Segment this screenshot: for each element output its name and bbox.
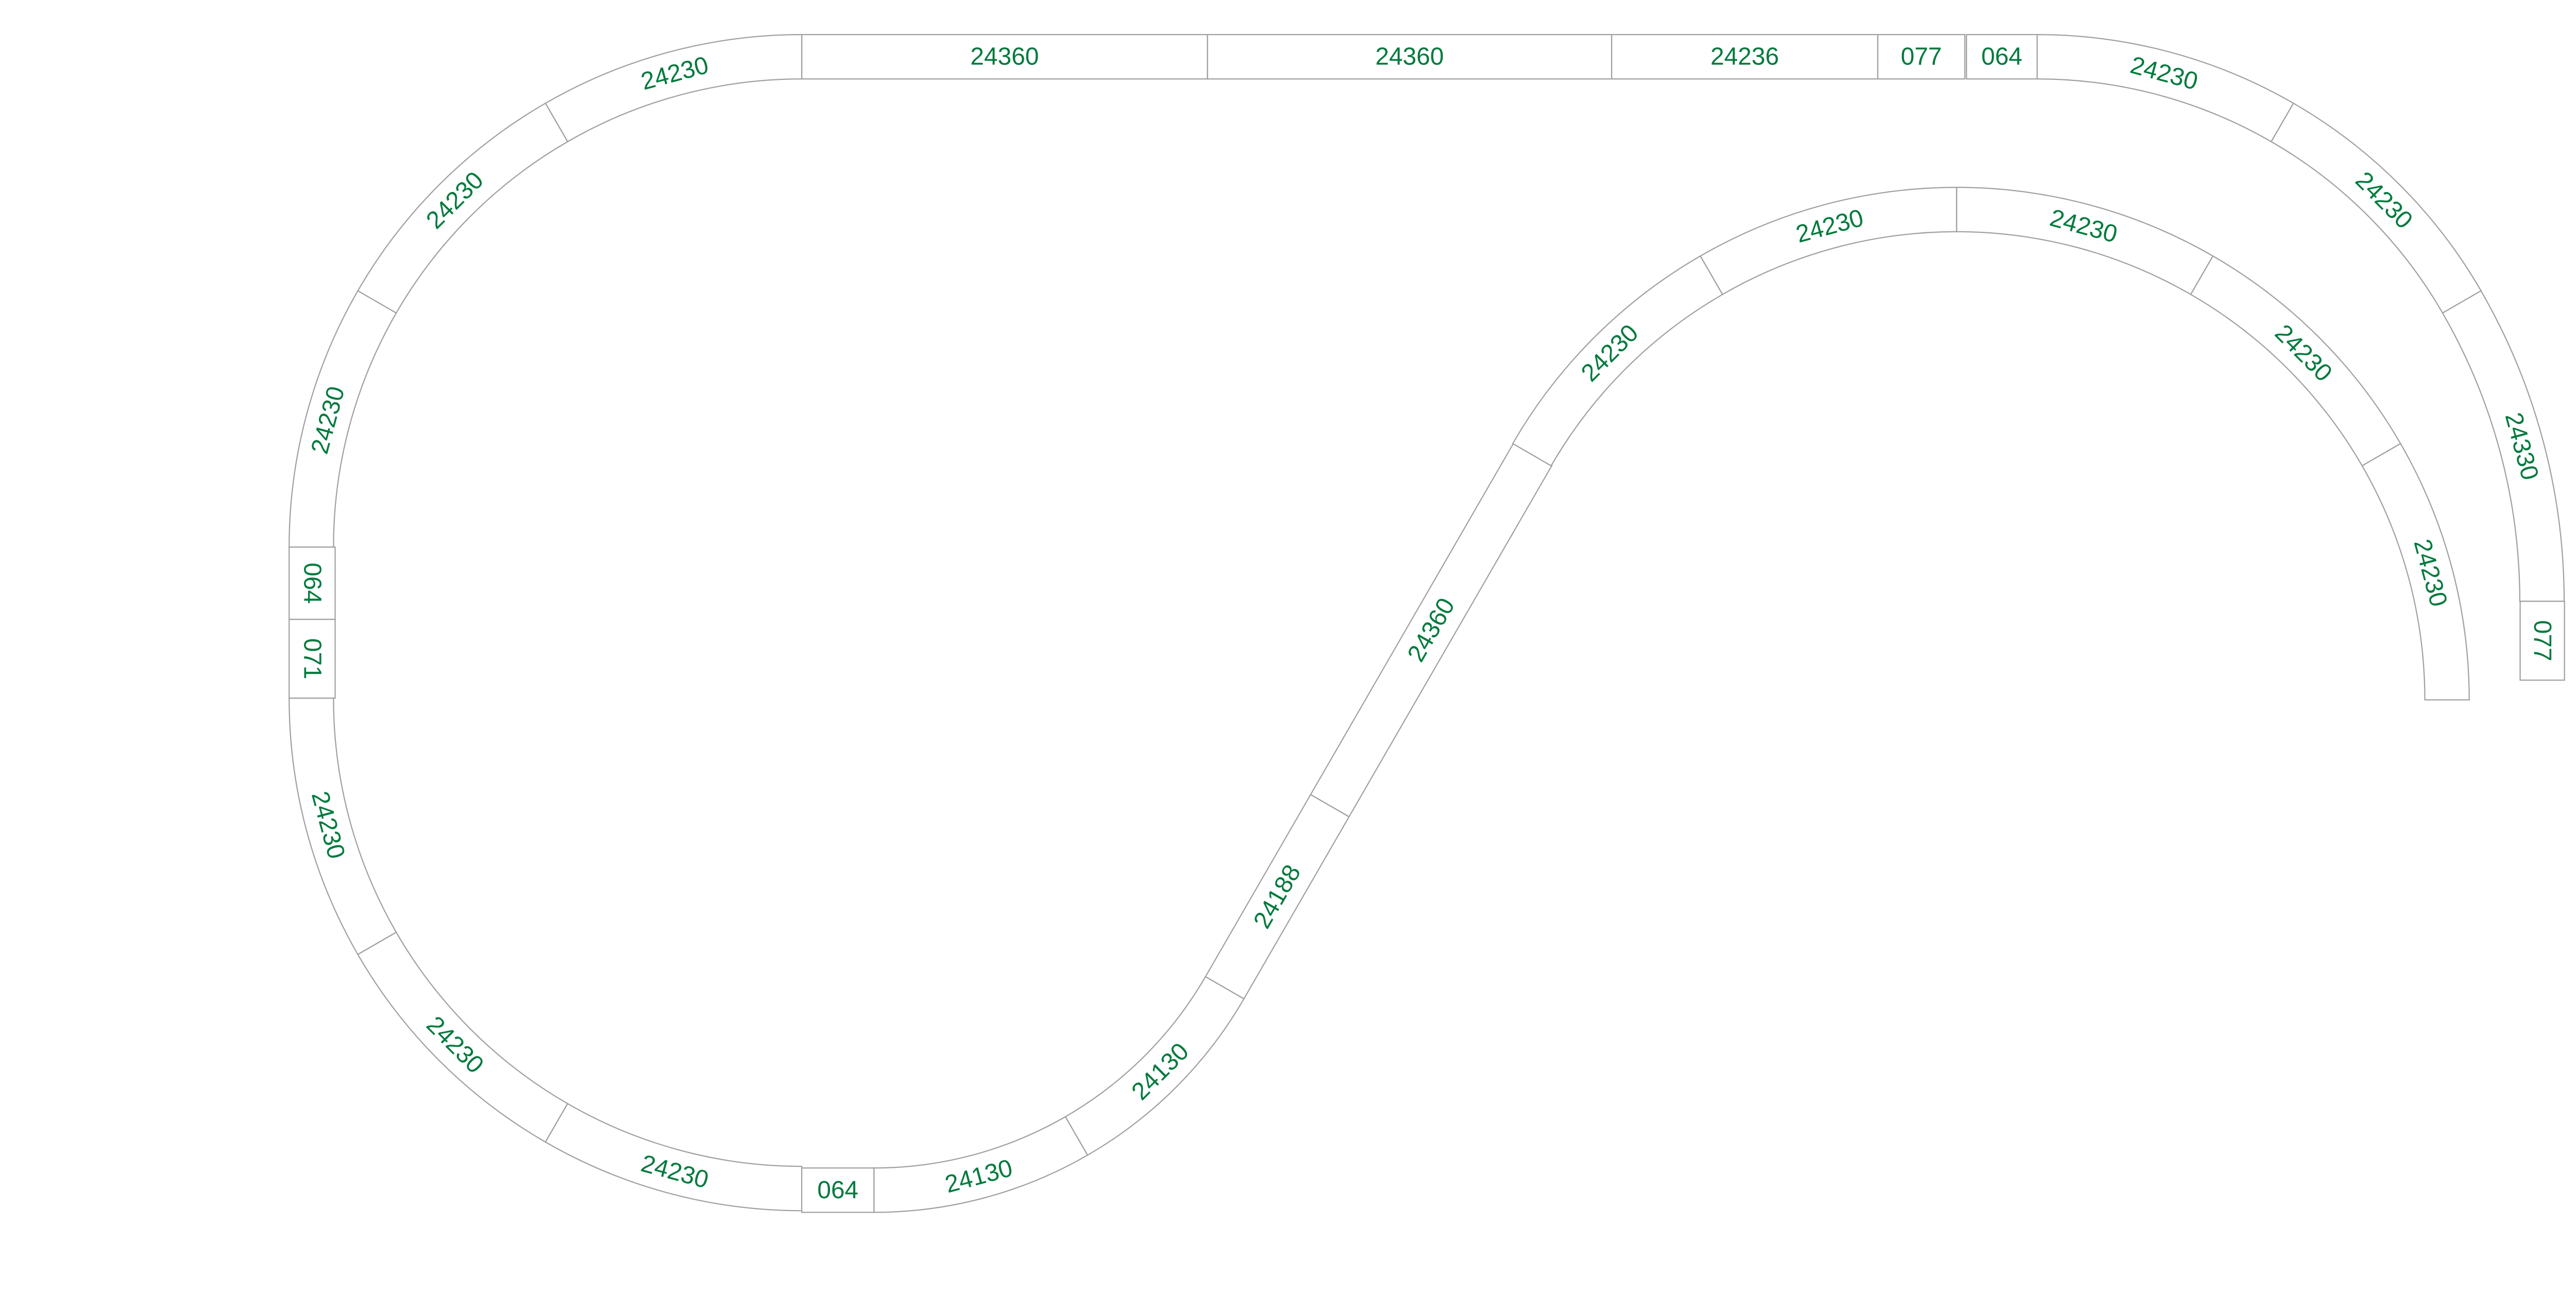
curved-track-piece[interactable]: 24230	[357, 931, 569, 1143]
curved-track-piece[interactable]: 24130	[1064, 976, 1245, 1156]
track-outline	[289, 697, 397, 956]
track-outline	[1877, 34, 1965, 80]
track-outline	[2361, 442, 2470, 701]
track-outline	[545, 1102, 803, 1212]
track-outline	[2519, 601, 2565, 681]
curved-track-piece[interactable]: 24230	[2036, 34, 2295, 143]
track-part-number-label: 077	[2529, 620, 2556, 661]
straight-track-piece[interactable]: 071	[289, 619, 336, 699]
curved-track-piece[interactable]: 24130	[873, 1116, 1089, 1213]
track-part-number-label: 064	[817, 1177, 858, 1204]
track-part-number-label: 064	[298, 563, 326, 604]
curved-track-piece[interactable]: 24230	[1699, 186, 1957, 296]
straight-track-piece[interactable]: 24360	[1310, 442, 1553, 818]
straight-track-piece[interactable]: 24360	[801, 34, 1208, 80]
track-part-number-label: 24360	[970, 43, 1039, 71]
curved-track-piece[interactable]: 24230	[545, 1102, 803, 1212]
curved-track-piece[interactable]: 24330	[2442, 290, 2565, 602]
curved-track-piece[interactable]: 24230	[1956, 186, 2214, 296]
track-outline	[1956, 186, 2214, 296]
track-outline	[1064, 976, 1245, 1156]
curved-track-piece[interactable]: 24230	[2270, 102, 2482, 314]
track-part-number-label: 24360	[1375, 43, 1444, 71]
straight-track-piece[interactable]: 077	[1877, 34, 1965, 80]
track-part-number-label: 071	[298, 638, 326, 679]
track-outline	[1699, 186, 1957, 296]
track-part-number-label: 24236	[1710, 43, 1779, 71]
curved-track-piece[interactable]: 24230	[1512, 255, 1723, 467]
track-outline	[545, 34, 803, 143]
straight-track-piece[interactable]: 24188	[1205, 793, 1350, 1000]
track-part-number-label: 077	[1901, 43, 1942, 71]
curved-track-piece[interactable]: 24230	[357, 102, 569, 314]
track-outline	[2442, 290, 2565, 602]
track-part-number-label: 064	[1981, 43, 2023, 71]
track-outline	[2036, 34, 2295, 143]
curved-track-piece[interactable]: 24230	[289, 697, 397, 956]
straight-track-piece[interactable]: 24236	[1611, 34, 1878, 80]
track-outline	[289, 619, 336, 699]
straight-track-piece[interactable]: 24360	[1207, 34, 1613, 80]
track-outline	[357, 931, 569, 1143]
track-outline	[357, 102, 569, 314]
straight-track-piece[interactable]: 064	[289, 546, 336, 620]
curved-track-piece[interactable]: 24230	[545, 34, 803, 143]
straight-track-piece[interactable]: 064	[1965, 34, 2038, 80]
straight-track-piece[interactable]: 064	[801, 1167, 875, 1213]
straight-track-piece[interactable]: 077	[2519, 601, 2565, 681]
track-outline	[873, 1116, 1089, 1213]
curved-track-piece[interactable]: 24230	[289, 290, 397, 548]
curved-track-piece[interactable]: 24230	[2361, 442, 2470, 701]
track-outline	[289, 290, 397, 548]
curved-track-piece[interactable]: 24230	[2190, 255, 2401, 467]
